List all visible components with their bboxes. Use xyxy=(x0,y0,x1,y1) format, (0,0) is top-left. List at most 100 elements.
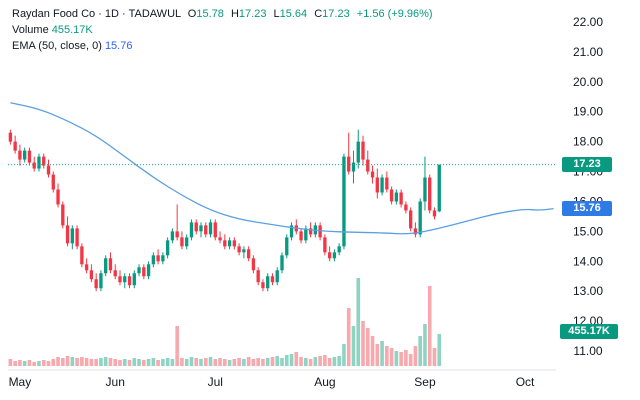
candle-body xyxy=(42,156,46,166)
candle xyxy=(18,144,22,166)
volume-bar xyxy=(37,361,41,366)
candle-body xyxy=(108,258,113,271)
candle-body xyxy=(275,270,279,283)
volume-bar xyxy=(208,357,213,366)
ema-badge: 15.76 xyxy=(562,200,612,216)
candle xyxy=(42,153,46,169)
high-value: 17.23 xyxy=(238,8,267,20)
candle-body xyxy=(351,162,356,172)
symbol-label[interactable]: Raydan Food Co · 1D · TADAWUL xyxy=(12,8,181,20)
volume-bar xyxy=(408,354,413,366)
candle-body xyxy=(256,270,260,283)
candle-body xyxy=(104,258,108,274)
time-axis[interactable]: May Jun Jul Aug Sep Oct xyxy=(8,369,556,389)
open-value: 15.78 xyxy=(196,8,224,20)
y-tick-label: 14.00 xyxy=(573,254,603,268)
volume-bar xyxy=(432,348,437,366)
candle-body xyxy=(428,177,432,211)
volume-bar xyxy=(213,359,218,366)
volume-label[interactable]: Volume xyxy=(12,24,49,36)
candle-body xyxy=(308,228,313,235)
x-tick-label: Jun xyxy=(106,375,125,389)
x-tick-label: Aug xyxy=(314,375,335,389)
candle xyxy=(180,231,184,250)
candle xyxy=(189,219,194,241)
candle xyxy=(23,147,27,163)
candle xyxy=(37,153,41,172)
candle xyxy=(375,168,379,199)
candle-body xyxy=(180,237,184,247)
candle-body xyxy=(23,150,27,160)
volume-bar xyxy=(261,359,265,366)
volume-bar xyxy=(170,359,175,366)
candle xyxy=(337,243,341,256)
candle-body xyxy=(8,132,13,142)
volume-bar xyxy=(75,358,79,366)
candle-body xyxy=(266,276,270,289)
candle xyxy=(289,222,294,241)
volume-bar xyxy=(175,326,179,366)
candle xyxy=(389,186,394,205)
candle-body xyxy=(70,228,74,244)
candle xyxy=(261,279,265,292)
candle xyxy=(61,201,65,229)
close-label: C xyxy=(314,8,323,20)
volume-bar xyxy=(394,351,399,366)
candle-body xyxy=(227,240,232,247)
candle xyxy=(151,252,156,268)
candle-body xyxy=(75,228,79,247)
candle-body xyxy=(418,201,422,235)
candle xyxy=(161,252,165,265)
candle xyxy=(332,249,337,262)
volume-bar xyxy=(423,324,427,366)
candle xyxy=(27,147,32,166)
volume-bar xyxy=(389,348,394,366)
candle-body xyxy=(399,192,403,205)
volume-bar xyxy=(232,359,237,366)
low-label: L xyxy=(273,8,280,20)
volume-bar xyxy=(203,358,208,366)
y-tick-label: 11.00 xyxy=(573,344,602,358)
candle xyxy=(56,183,60,208)
candle xyxy=(304,225,308,244)
open-label: O xyxy=(187,8,197,20)
candle-body xyxy=(46,165,51,175)
volume-bar xyxy=(332,357,337,366)
x-tick-label: Oct xyxy=(516,375,535,389)
volume-bar xyxy=(246,357,251,366)
volume-bar xyxy=(132,358,137,366)
volume-bar xyxy=(141,360,146,366)
ema-line xyxy=(10,102,554,235)
candle xyxy=(299,228,303,244)
ohlc-row: Raydan Food Co · 1D · TADAWUL O15.78 H17… xyxy=(12,6,433,22)
y-tick-label: 22.00 xyxy=(573,15,603,29)
volume-bar xyxy=(18,360,22,366)
candle-body xyxy=(385,177,389,190)
volume-bar xyxy=(318,356,322,366)
candle xyxy=(108,252,113,274)
candle xyxy=(432,207,437,220)
volume-bar xyxy=(108,358,113,366)
candle xyxy=(413,222,418,238)
candle-body xyxy=(113,270,117,277)
candle xyxy=(294,219,298,235)
candle xyxy=(423,156,427,211)
candle xyxy=(70,225,74,250)
volume-row: Volume 455.17K xyxy=(12,22,433,38)
candle xyxy=(418,198,422,238)
candle xyxy=(199,222,203,238)
price-axis[interactable]: 22.0021.0020.0019.0018.0017.0016.0015.00… xyxy=(573,15,603,358)
candle-body xyxy=(232,240,237,247)
candle-body xyxy=(146,264,151,277)
volume-bar xyxy=(413,346,418,366)
candle-body xyxy=(327,252,332,259)
ema-label[interactable]: EMA (50, close, 0) xyxy=(12,40,102,52)
volume-bar xyxy=(113,359,118,366)
candle xyxy=(123,273,127,289)
candle-body xyxy=(156,255,160,262)
candle xyxy=(8,129,13,145)
candle xyxy=(394,189,399,205)
volume-bar xyxy=(313,357,318,366)
candle xyxy=(46,159,51,178)
